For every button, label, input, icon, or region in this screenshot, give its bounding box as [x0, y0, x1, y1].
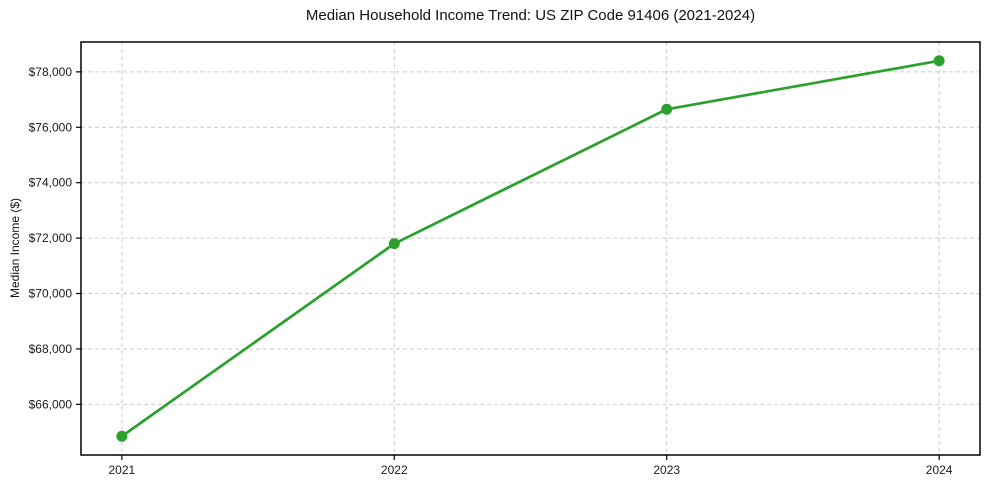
data-point-marker — [933, 55, 945, 67]
x-tick-label: 2024 — [926, 463, 953, 477]
data-point-marker — [661, 103, 673, 115]
y-tick-label: $78,000 — [29, 65, 73, 79]
y-tick-label: $74,000 — [29, 176, 73, 190]
x-tick-label: 2021 — [109, 463, 136, 477]
data-point-marker — [116, 430, 128, 442]
y-tick-label: $68,000 — [29, 342, 73, 356]
trend-line — [120, 59, 941, 438]
y-tick-label: $66,000 — [29, 397, 73, 411]
x-tick-label: 2023 — [653, 463, 680, 477]
y-tick-label: $72,000 — [29, 231, 73, 245]
y-tick-label: $70,000 — [29, 287, 73, 301]
chart-title: Median Household Income Trend: US ZIP Co… — [305, 7, 756, 24]
x-tick-label: 2022 — [381, 463, 408, 477]
y-tick-label: $76,000 — [29, 120, 73, 134]
plot-border — [80, 41, 981, 456]
data-point-marker — [388, 238, 400, 250]
